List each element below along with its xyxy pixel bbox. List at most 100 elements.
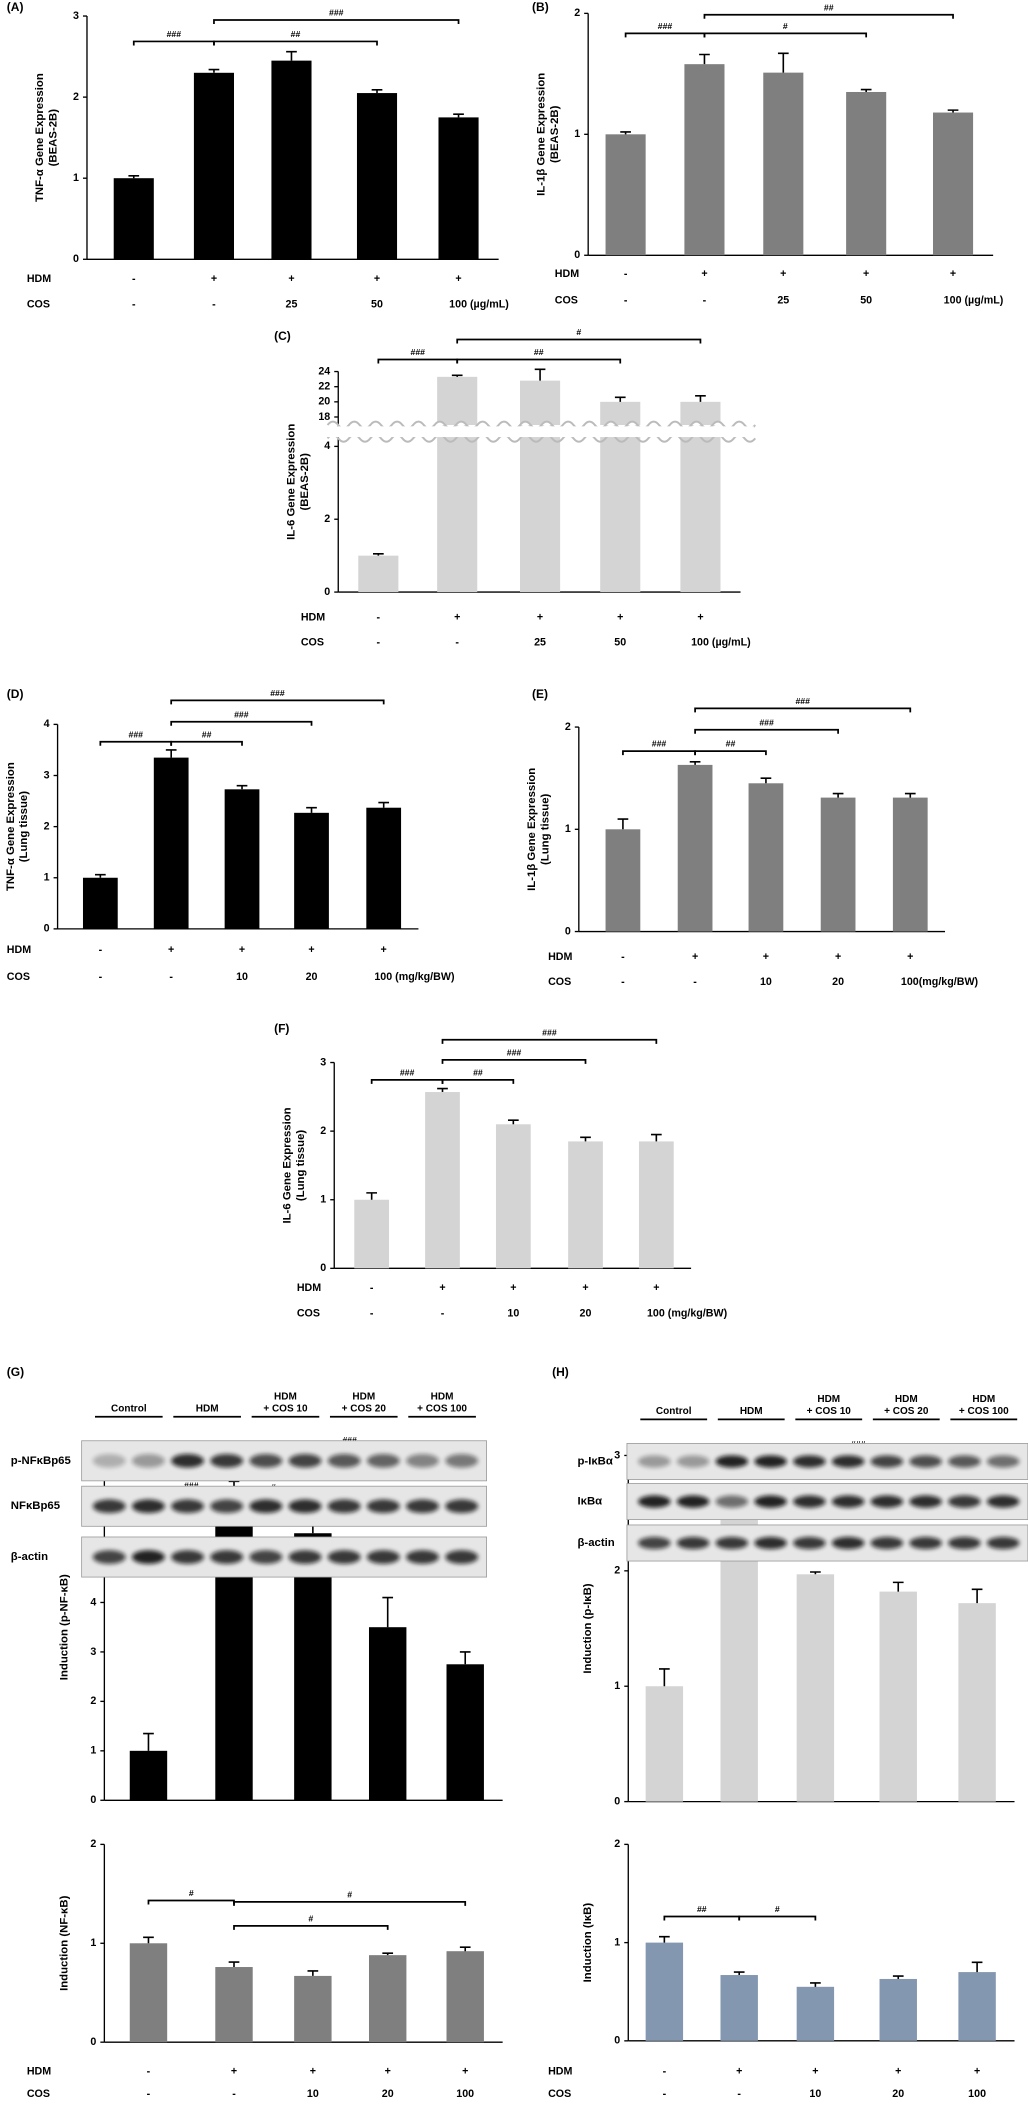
blot-band [676,1536,710,1550]
significance-bracket [694,750,767,756]
treatment-label: + [701,268,707,280]
significance-label: ## [824,2,834,12]
bar [796,1574,835,1802]
error-bar [208,68,220,73]
panel-label: (G) [7,1365,24,1379]
bar [605,134,646,256]
significance-bracket [147,1899,235,1905]
lane-label: + COS 10 [263,1403,308,1414]
treatment-label: - [624,295,628,307]
error-bar [650,1133,662,1142]
bar [356,93,398,260]
blot-band [366,1499,400,1514]
lane-label: HDM [972,1394,995,1405]
treatment-label: - [99,971,103,983]
bar [425,1092,460,1269]
treatment-name: COS [555,295,578,307]
blot-band [638,1536,671,1550]
treatment-label: 10 [307,2088,319,2100]
bar [892,797,928,932]
lane-label: Control [111,1403,147,1414]
y-axis-label: Induction (p-NF-κB) [58,1574,70,1680]
blot-row-label: β-actin [577,1537,614,1549]
y-tick-label: 18 [318,411,330,423]
error-bar [892,1975,904,1979]
lane-label: HDM [196,1403,219,1414]
bar [495,1124,531,1269]
significance-label: ### [759,717,774,727]
treatment-label: - [99,944,103,956]
blot-band [327,1550,361,1564]
error-bar [892,1581,904,1592]
significance-label: ### [400,1068,415,1078]
blot-band [131,1499,165,1514]
blot-band [366,1550,400,1564]
treatment-name: HDM [301,611,325,623]
bar [224,789,260,929]
treatment-label: - [621,976,625,988]
treatment-label: + [455,273,461,285]
bar [354,1199,390,1269]
bar [446,1951,484,2043]
blot-band [948,1495,981,1508]
bar [368,1627,407,1801]
significance-label: ### [167,29,182,39]
treatment-label: + [288,273,294,285]
significance-label: ### [658,21,673,31]
blot-band [171,1453,205,1468]
bar [820,797,856,932]
y-tick-label: 3 [90,1646,96,1658]
treatment-label: + [439,1282,445,1294]
treatment-label: - [132,273,136,285]
treatment-name: HDM [555,268,579,280]
error-bar [617,818,629,830]
treatment-label: + [812,2065,818,2077]
error-bar [143,1936,154,1944]
error-bar [695,394,706,402]
treatment-label: + [239,944,245,956]
y-axis-label: (BEAS-2B) [299,453,311,511]
treatment-label: 10 [760,976,772,988]
treatment-label: 10 [507,1308,519,1320]
blot-row-label: β-actin [11,1551,48,1563]
bar [437,376,478,593]
blot-row-label: p-IκBα [577,1455,612,1467]
treatment-label: + [385,2065,391,2077]
blot-band [909,1495,942,1508]
blot-band [986,1536,1020,1550]
treatment-label: - [377,611,381,623]
y-axis-label: TNF-α Gene Expression [5,762,17,891]
blot-band [288,1453,322,1468]
y-tick-label: 22 [318,381,330,393]
bar [879,1591,917,1802]
error-bar [228,1961,240,1968]
treatment-name: COS [7,971,30,983]
treatment-label: + [231,2065,237,2077]
blot-band [445,1453,479,1468]
error-bar [128,174,140,179]
treatment-label: 20 [306,971,318,983]
error-bar [95,873,106,878]
blot-band [288,1550,322,1564]
treatment-label: - [147,2088,151,2100]
y-axis-label: IL-6 Gene Expression [281,1107,293,1223]
error-bar [947,109,959,113]
treatment-label: + [308,944,314,956]
blot-band [831,1495,865,1508]
blot-band [210,1550,244,1564]
y-axis-label: (Lung tissue) [18,791,30,863]
lane-label: + COS 100 [959,1406,1009,1417]
significance-label: ### [342,1435,357,1445]
treatment-label: - [693,976,697,988]
y-tick-label: 20 [318,396,330,408]
y-axis-label: Induction (IκB) [582,1903,594,1983]
error-bar [236,784,248,790]
treatment-name: HDM [548,951,572,963]
blot-band [171,1550,205,1564]
blot-band [986,1495,1020,1508]
blot-band [831,1455,865,1468]
significance-bracket [170,699,385,705]
treatment-label: + [510,1282,516,1294]
y-axis-label: IL-6 Gene Expression [285,424,297,540]
error-bar [286,50,297,61]
